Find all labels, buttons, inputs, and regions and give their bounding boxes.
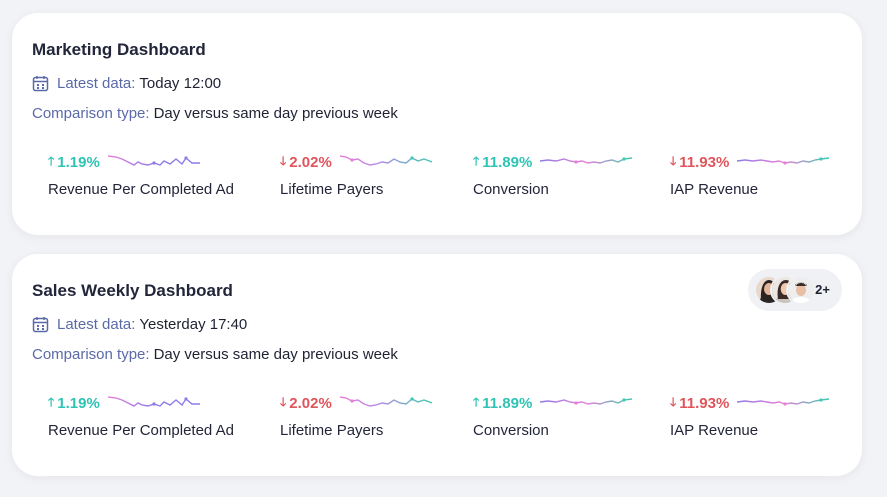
- latest-data-row: Latest data: Yesterday 17:40: [32, 316, 247, 333]
- arrow-down-icon: 🡓: [280, 395, 287, 409]
- metric-change: 🡑 11.89%: [473, 154, 533, 171]
- sparkline-chart: [107, 396, 200, 407]
- metric-change: 🡑 1.19%: [48, 395, 100, 412]
- latest-data-row: Latest data: Today 12:00: [32, 75, 221, 92]
- arrow-down-icon: 🡓: [670, 395, 677, 409]
- sparkline-chart: [107, 155, 200, 166]
- latest-data-label: Latest data:: [57, 75, 136, 92]
- sparkline-chart: [339, 155, 432, 166]
- more-collaborators-count[interactable]: 2+: [815, 282, 830, 297]
- metrics-row: 🡑 1.19% Revenue Per Completed Ad 🡓 2.02% L…: [48, 394, 848, 444]
- metric-name: Revenue Per Completed Ad: [48, 181, 234, 198]
- dashboard-title[interactable]: Sales Weekly Dashboard: [32, 281, 233, 300]
- metric-change: 🡓 2.02%: [280, 154, 332, 171]
- sparkline-chart: [339, 396, 432, 407]
- arrow-up-icon: 🡑: [473, 395, 480, 409]
- sparkline-chart: [540, 157, 633, 164]
- comparison-type-row: Comparison type: Day versus same day pre…: [32, 105, 398, 122]
- metric-lifetime-payers[interactable]: 🡓 2.02% Lifetime Payers: [280, 394, 432, 444]
- sparkline-chart: [540, 398, 633, 405]
- metric-iap-revenue[interactable]: 🡓 11.93% IAP Revenue: [670, 153, 830, 203]
- comparison-type-row: Comparison type: Day versus same day pre…: [32, 346, 398, 363]
- metric-name: Conversion: [473, 181, 549, 198]
- arrow-down-icon: 🡓: [670, 154, 677, 168]
- arrow-up-icon: 🡑: [48, 154, 55, 168]
- sparkline-chart: [737, 398, 830, 406]
- metric-change: 🡓 11.93%: [670, 395, 730, 412]
- arrow-up-icon: 🡑: [473, 154, 480, 168]
- comparison-type-value: Day versus same day previous week: [153, 346, 398, 363]
- sparkline-chart: [737, 157, 830, 165]
- metric-conversion[interactable]: 🡑 11.89% Conversion: [473, 394, 633, 444]
- metric-name: IAP Revenue: [670, 422, 759, 439]
- metric-revenue-per-completed-ad[interactable]: 🡑 1.19% Revenue Per Completed Ad: [48, 394, 234, 444]
- metric-name: Lifetime Payers: [280, 422, 384, 439]
- metric-name: Conversion: [473, 422, 549, 439]
- comparison-type-label: Comparison type:: [32, 105, 150, 122]
- latest-data-value: Today 12:00: [139, 75, 222, 92]
- calendar-icon: [32, 317, 49, 333]
- metric-change: 🡓 2.02%: [280, 395, 332, 412]
- metric-name: Revenue Per Completed Ad: [48, 422, 234, 439]
- metric-change: 🡑 11.89%: [473, 395, 533, 412]
- metric-change: 🡑 1.19%: [48, 154, 100, 171]
- metric-change: 🡓 11.93%: [670, 154, 730, 171]
- calendar-icon: [32, 76, 49, 92]
- latest-data-value: Yesterday 17:40: [139, 316, 248, 333]
- arrow-up-icon: 🡑: [48, 395, 55, 409]
- dashboard-title[interactable]: Marketing Dashboard: [32, 40, 206, 59]
- latest-data-label: Latest data:: [57, 316, 136, 333]
- collaborators-group[interactable]: 2+: [748, 269, 842, 311]
- comparison-type-value: Day versus same day previous week: [153, 105, 398, 122]
- comparison-type-label: Comparison type:: [32, 346, 150, 363]
- metric-revenue-per-completed-ad[interactable]: 🡑 1.19% Revenue Per Completed Ad: [48, 153, 234, 203]
- metrics-row: 🡑 1.19% Revenue Per Completed Ad 🡓 2.02% L…: [48, 153, 848, 203]
- metric-name: IAP Revenue: [670, 181, 759, 198]
- metric-iap-revenue[interactable]: 🡓 11.93% IAP Revenue: [670, 394, 830, 444]
- metric-name: Lifetime Payers: [280, 181, 384, 198]
- person-avatar-icon: [788, 277, 814, 303]
- dashboard-card-sales-weekly[interactable]: Sales Weekly Dashboard 2+ Latest data: Y…: [12, 254, 862, 476]
- metric-conversion[interactable]: 🡑 11.89% Conversion: [473, 153, 633, 203]
- metric-lifetime-payers[interactable]: 🡓 2.02% Lifetime Payers: [280, 153, 432, 203]
- avatar[interactable]: [786, 275, 816, 305]
- arrow-down-icon: 🡓: [280, 154, 287, 168]
- dashboard-card-marketing[interactable]: Marketing Dashboard Latest data: Today 1…: [12, 13, 862, 235]
